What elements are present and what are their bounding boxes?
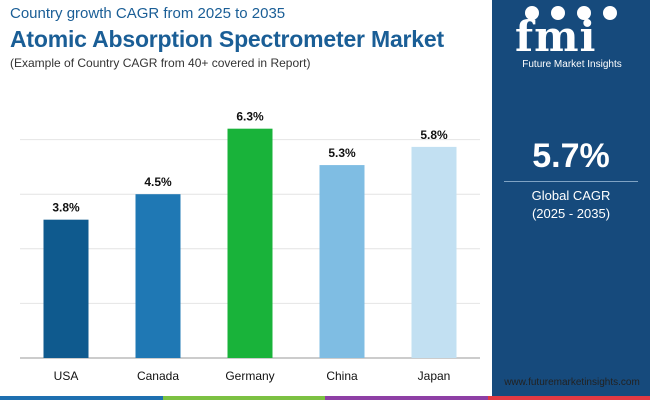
bar-canada: [135, 194, 181, 358]
chart-subtitle-top: Country growth CAGR from 2025 to 2035: [10, 5, 286, 22]
bottom-bar-segment: [325, 396, 489, 400]
global-cagr-value: 5.7%: [532, 137, 610, 175]
tick-label-china: China: [326, 369, 358, 383]
global-cagr-label: Global CAGR: [531, 188, 611, 203]
logo-icon-dot-1: [525, 6, 539, 20]
logo-icon-dot-2: [551, 6, 565, 20]
logo-letters: fmi: [515, 12, 597, 61]
bar-chart: 3.8% USA 4.5% Canada 6.3% Germany 5.3% China 5.8…: [20, 110, 480, 383]
chart-note: (Example of Country CAGR from 40+ covere…: [10, 56, 311, 70]
data-label-china: 5.3%: [328, 146, 356, 160]
website-link[interactable]: www.futuremarketinsights.com: [504, 377, 640, 388]
logo-icon-dot-4: [603, 6, 617, 20]
fmi-logo: fmi Future Market Insights: [507, 4, 637, 74]
bottom-bar-segment: [487, 396, 650, 400]
logo-icon-dot-3: [577, 6, 591, 20]
bottom-bar-segment: [0, 396, 164, 400]
tick-label-usa: USA: [54, 369, 79, 383]
chart-title: Atomic Absorption Spectrometer Market: [10, 26, 444, 52]
bar-japan: [411, 146, 457, 358]
data-label-usa: 3.8%: [52, 201, 80, 215]
panel-divider: [504, 181, 638, 182]
bottom-bar-segment: [162, 396, 326, 400]
tick-label-germany: Germany: [225, 369, 274, 383]
bar-germany: [227, 128, 273, 358]
summary-panel: fmi Future Market Insights 5.7% Global C…: [492, 0, 650, 396]
data-label-japan: 5.8%: [420, 128, 448, 142]
global-cagr-range: (2025 - 2035): [531, 206, 611, 221]
bottom-color-bar: [0, 396, 650, 400]
tick-label-canada: Canada: [137, 369, 179, 383]
logo-text: Future Market Insights: [522, 59, 622, 70]
data-label-canada: 4.5%: [144, 175, 172, 189]
tick-label-japan: Japan: [418, 369, 451, 383]
data-label-germany: 6.3%: [236, 110, 264, 124]
bar-usa: [43, 219, 89, 358]
bar-china: [319, 165, 365, 358]
